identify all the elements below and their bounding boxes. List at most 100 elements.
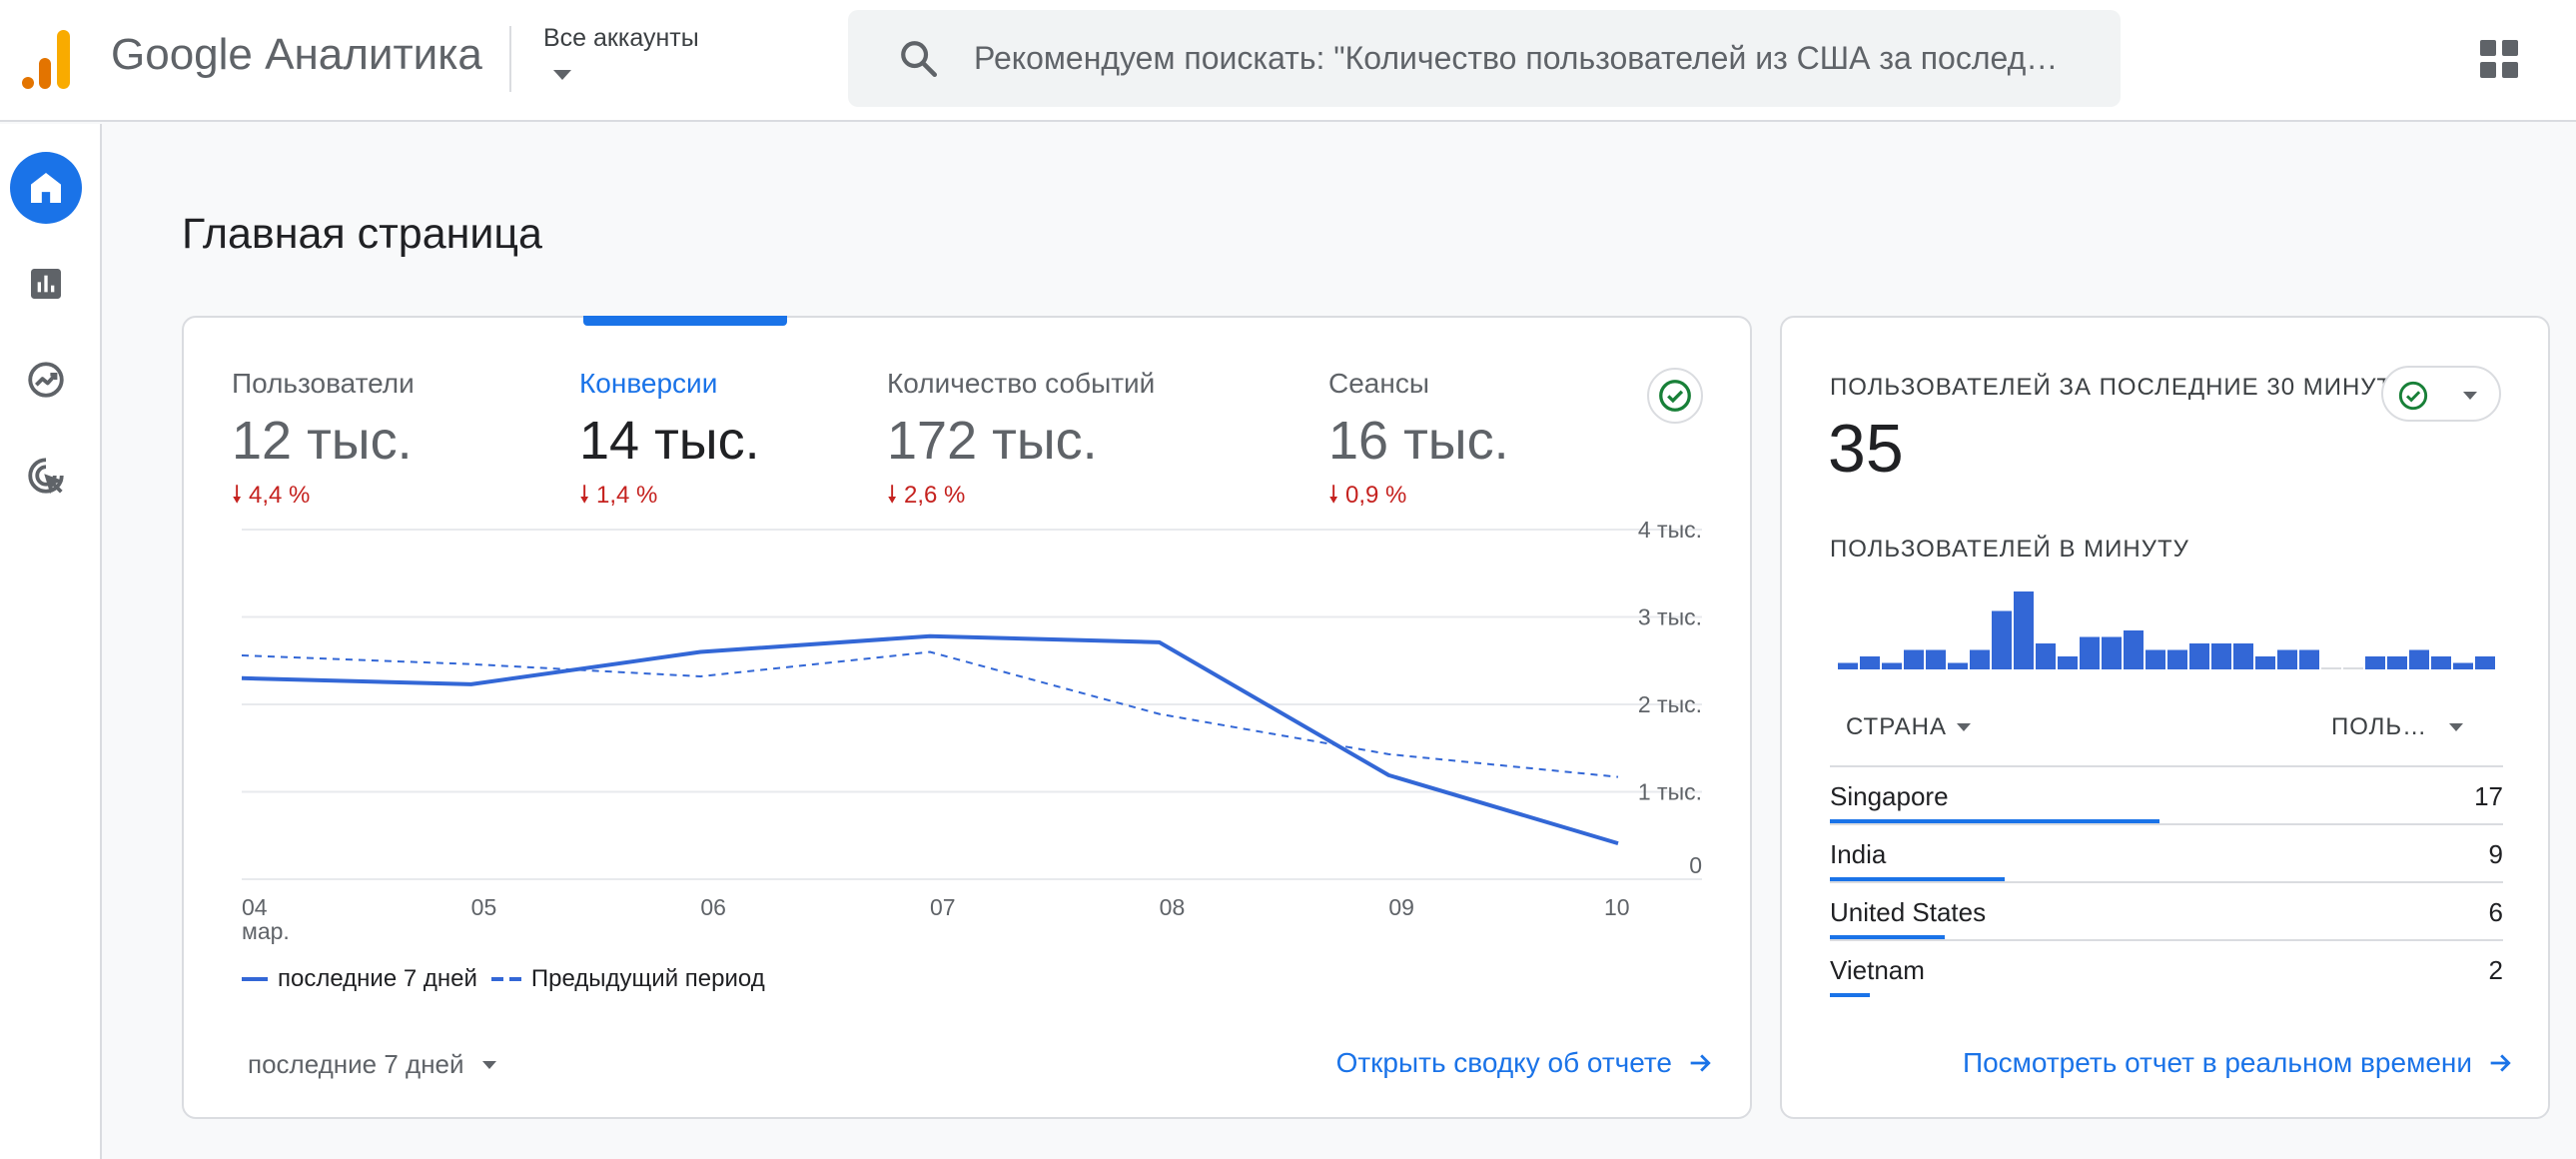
home-icon [31,173,61,203]
date-range-select[interactable]: последние 7 дней [248,1049,496,1080]
per-minute-bar [2475,656,2495,669]
table-row[interactable]: Vietnam 2 [1830,939,2503,997]
per-minute-bar [2431,656,2451,669]
metric-tab-users[interactable]: Пользователи 12 тыс. 🠗 4,4 % [232,368,415,519]
country-users: 2 [2488,955,2503,985]
per-minute-bar [1970,649,1990,669]
country-name: Vietnam [1830,955,1925,985]
per-minute-title: ПОЛЬЗОВАТЕЛЕЙ В МИНУТУ [1830,536,2189,563]
x-tick-label: 04 [242,894,268,920]
arrow-right-icon [1690,1054,1711,1072]
per-minute-bar [2146,649,2165,669]
explore-icon [28,362,64,398]
metric-tab-sessions[interactable]: Сеансы 16 тыс. 🠗 0,9 % [1328,368,1509,519]
legend-item-current: последние 7 дней [278,965,477,992]
search-icon [901,41,938,78]
column-header-country[interactable]: СТРАНА [1846,713,1971,741]
per-minute-bar [1948,662,1968,669]
country-table: Singapore 17 India 9 United States 6 Vietnam 2 [1830,765,2503,997]
brand-title: Google Аналитика [111,30,482,79]
view-report-link[interactable]: Открыть сводку об отчете [1336,1047,1714,1079]
overview-card: Пользователи 12 тыс. 🠗 4,4 % Конверсии 1… [182,316,1752,1119]
view-realtime-link[interactable]: Посмотреть отчет в реальном времени [1963,1047,2514,1079]
nav-rail [0,124,102,1159]
table-row[interactable]: Singapore 17 [1830,765,2503,823]
metric-change: 🠗 2,6 % [887,478,1155,519]
metric-tab-conversions[interactable]: Конверсии 14 тыс. 🠗 1,4 % [579,368,760,519]
per-minute-bar [2233,643,2253,669]
x-tick-label: 08 [1160,894,1186,920]
metric-label: Конверсии [579,368,718,399]
per-minute-bar [2211,643,2231,669]
metric-change-value: 1,4 % [595,482,658,509]
metric-change: 🠗 4,4 % [232,478,415,519]
per-minute-bar [2343,667,2363,669]
per-minute-bar [2102,636,2122,669]
realtime-users-value: 35 [1828,411,1904,487]
country-name: Singapore [1830,781,1949,811]
data-quality-button[interactable] [1647,368,1703,424]
column-header-users-label: ПОЛЬ… [2331,713,2428,740]
metric-tab-events[interactable]: Количество событий 172 тыс. 🠗 2,6 % [887,368,1155,519]
share-bar [1830,993,1871,997]
nav-explore-button[interactable] [10,344,82,416]
table-row[interactable]: India 9 [1830,823,2503,881]
arrow-right-icon [2490,1054,2511,1072]
share-bar [1830,877,2006,881]
page-title: Главная страница [182,210,542,258]
view-report-label: Открыть сводку об отчете [1335,1047,1672,1078]
arrow-down-icon: 🠗 [232,482,249,509]
view-realtime-label: Посмотреть отчет в реальном времени [1962,1047,2472,1078]
account-selector[interactable]: Все аккаунты [543,24,843,96]
apps-grid-icon[interactable] [2480,40,2518,78]
nav-advertising-button[interactable] [10,440,82,512]
metric-value: 16 тыс. [1328,411,1509,471]
metric-label: Количество событий [887,368,1156,399]
per-minute-bar [2124,630,2144,669]
metric-label: Сеансы [1328,368,1429,399]
y-tick-label: 4 тыс. [1638,517,1702,543]
metric-change-value: 4,4 % [248,482,311,509]
nav-home-button[interactable] [10,152,82,224]
per-minute-bar [2036,643,2056,669]
chart-legend: последние 7 дней Предыдущий период [242,965,765,993]
series-line-current [241,633,1619,846]
per-minute-bar [2058,656,2078,669]
metric-change-value: 2,6 % [903,482,966,509]
column-header-country-label: СТРАНА [1846,713,1947,740]
per-minute-bar [2255,656,2275,669]
nav-reports-button[interactable] [10,248,82,320]
search-bar[interactable] [848,10,2121,107]
x-tick-sublabel: мар. [242,918,290,944]
country-users: 9 [2488,839,2503,869]
per-minute-bar [2387,656,2407,669]
realtime-title: ПОЛЬЗОВАТЕЛЕЙ ЗА ПОСЛЕДНИЕ 30 МИНУТ [1830,374,2393,401]
realtime-card: ПОЛЬЗОВАТЕЛЕЙ ЗА ПОСЛЕДНИЕ 30 МИНУТ 35 П… [1780,316,2550,1119]
reports-icon [31,269,61,299]
x-tick-label: 09 [1388,894,1414,920]
metric-change: 🠗 0,9 % [1328,478,1509,519]
arrow-down-icon: 🠗 [1328,482,1345,509]
x-tick-label: 06 [700,894,726,920]
per-minute-bar [1904,649,1924,669]
per-minute-bar [2365,656,2385,669]
header-divider [509,26,511,92]
realtime-quality-button[interactable] [2381,366,2501,422]
metric-value: 172 тыс. [887,411,1098,471]
per-minute-bar [1992,610,2012,669]
account-selector-label: Все аккаунты [543,24,699,52]
analytics-logo-icon[interactable] [20,28,76,92]
share-bar [1830,935,1945,939]
table-row[interactable]: United States 6 [1830,881,2503,939]
per-minute-bar [2277,649,2297,669]
y-tick-label: 3 тыс. [1638,604,1702,630]
metric-change-value: 0,9 % [1344,482,1407,509]
series-line-previous [241,650,1619,778]
per-minute-bar [2321,667,2341,669]
date-range-label: последние 7 дней [248,1049,464,1079]
x-tick-label: 07 [930,894,956,920]
search-input[interactable] [974,32,2103,84]
metric-value: 12 тыс. [232,411,413,471]
per-minute-bar [2080,636,2100,669]
column-header-users[interactable]: ПОЛЬ… [2331,713,2464,741]
